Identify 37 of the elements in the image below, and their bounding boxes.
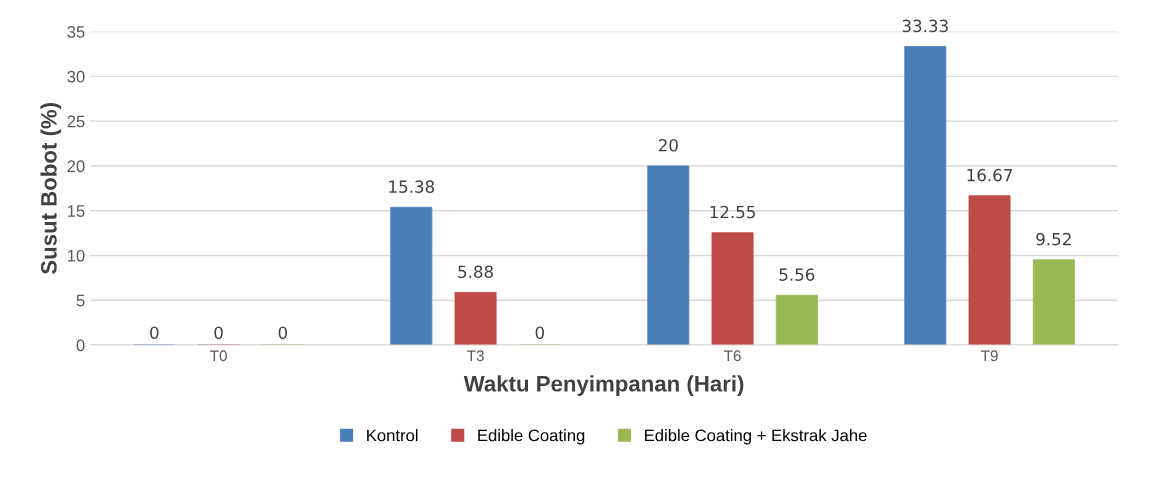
legend-label: Edible Coating — [478, 429, 585, 445]
x-axis-title: Waktu Penyimpanan (Hari) — [463, 375, 744, 396]
bar — [390, 206, 433, 346]
y-tick-label: 10 — [67, 249, 85, 262]
data-label: 0 — [214, 326, 223, 340]
y-tick-label: 25 — [67, 115, 85, 128]
legend-label: Kontrol — [367, 429, 418, 442]
y-tick-label: 0 — [76, 339, 85, 352]
bar — [711, 232, 754, 346]
bar — [904, 46, 947, 346]
bar — [775, 294, 818, 346]
y-tick-label: 20 — [67, 160, 85, 173]
y-tick-label: 30 — [67, 70, 85, 83]
data-label: 0 — [150, 326, 159, 340]
data-label: 9.52 — [1036, 232, 1071, 246]
y-axis-title: Susut Bobot (%) — [40, 103, 62, 275]
x-tick-label: T0 — [210, 350, 227, 362]
data-label: 5.88 — [458, 265, 493, 279]
data-label: 5.56 — [779, 268, 815, 281]
bar — [454, 291, 497, 346]
data-label: 0 — [278, 326, 288, 340]
data-label: 12.55 — [710, 205, 755, 219]
y-tick-label: 35 — [67, 25, 85, 38]
x-tick-label: T3 — [467, 350, 484, 362]
y-tick-label: 15 — [67, 205, 85, 217]
bar — [968, 195, 1011, 346]
x-tick-label: T6 — [723, 350, 741, 362]
data-label: 16.67 — [967, 168, 1012, 182]
legend-label: Edible Coating + Ekstrak Jahe — [645, 429, 867, 445]
x-tick-label: T9 — [980, 350, 998, 362]
data-label: 33.33 — [902, 19, 948, 33]
bar — [1032, 259, 1075, 346]
data-label: 0 — [535, 326, 545, 340]
bar — [647, 165, 690, 346]
data-label: 20 — [658, 138, 678, 152]
data-label: 15.38 — [389, 180, 435, 193]
y-tick-label: 5 — [76, 294, 85, 307]
